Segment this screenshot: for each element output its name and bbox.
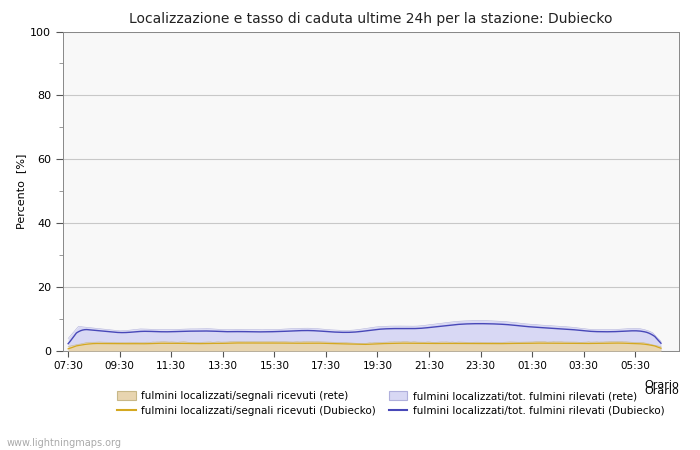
Text: Orario: Orario [644,380,679,390]
Text: www.lightningmaps.org: www.lightningmaps.org [7,438,122,448]
Text: Orario: Orario [644,386,679,396]
Title: Localizzazione e tasso di caduta ultime 24h per la stazione: Dubiecko: Localizzazione e tasso di caduta ultime … [130,12,612,26]
Legend: fulmini localizzati/segnali ricevuti (rete), fulmini localizzati/segnali ricevut: fulmini localizzati/segnali ricevuti (re… [118,392,664,415]
Y-axis label: Percento  [%]: Percento [%] [16,153,26,229]
